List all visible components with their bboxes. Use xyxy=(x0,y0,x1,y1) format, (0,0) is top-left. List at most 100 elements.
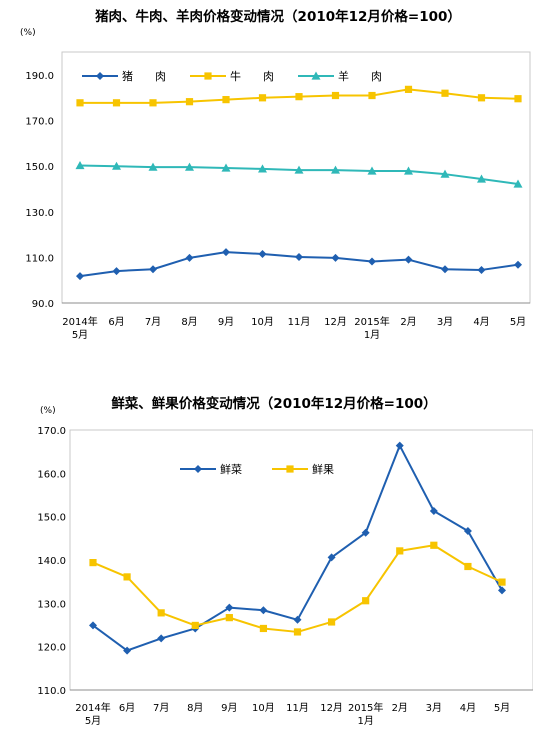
meat-series-2-point xyxy=(441,89,449,97)
produce-x-tick-label: 3月 xyxy=(426,702,442,714)
produce-x-tick-label: 10月 xyxy=(252,702,275,714)
produce-y-tick-label: 150.0 xyxy=(37,513,66,524)
meat-series-1-point xyxy=(76,272,84,281)
produce-legend-marker xyxy=(194,465,202,473)
produce-series-2-point xyxy=(362,597,370,605)
produce-chart-title: 鲜菜、鲜果价格变动情况（2010年12月价格=100） xyxy=(111,395,436,412)
produce-series-1-point xyxy=(157,634,166,643)
meat-series-2-point xyxy=(477,94,486,102)
produce-y-tick-label: 120.0 xyxy=(37,643,66,654)
meat-chart-title: 猪肉、牛肉、羊肉价格变动情况（2010年12月价格=100） xyxy=(95,8,461,25)
meat-x-tick-label: 8月 xyxy=(181,316,197,328)
produce-x-tick-label: 4月 xyxy=(460,702,476,714)
meat-series-2-point xyxy=(112,99,121,107)
produce-series-1-point xyxy=(225,603,234,612)
meat-series-1-point xyxy=(149,265,157,274)
meat-x-tick-label: 2015年 1月 xyxy=(354,315,389,341)
meat-series-3-point xyxy=(221,163,231,172)
produce-series-2-point xyxy=(89,559,97,567)
produce-series-1-point xyxy=(463,526,472,535)
meat-y-tick-label: 190.0 xyxy=(25,71,54,82)
meat-y-tick-label: 130.0 xyxy=(25,208,54,219)
produce-series-2-point xyxy=(225,614,233,622)
produce-series-2-point xyxy=(327,618,336,626)
meat-series-2-point xyxy=(149,99,157,107)
produce-y-tick-label: 160.0 xyxy=(37,469,66,480)
meat-series-2-point xyxy=(295,93,303,101)
produce-series-2-point xyxy=(123,573,131,581)
meat-series-3-point xyxy=(404,166,413,175)
meat-y-tick-label: 90.0 xyxy=(32,299,54,310)
meat-series-3-point xyxy=(185,162,194,171)
meat-y-tick-label: 150.0 xyxy=(25,162,54,173)
produce-series-1-point xyxy=(361,528,370,537)
produce-x-tick-label: 11月 xyxy=(286,702,309,714)
meat-series-3-point xyxy=(331,165,340,174)
meat-series-1-point xyxy=(258,249,267,258)
produce-series-1-point xyxy=(395,441,404,450)
produce-price-chart: 鲜菜、鲜果价格变动情况（2010年12月价格=100） (%) 110.0 120… xyxy=(37,395,533,727)
produce-series-2-point xyxy=(191,621,199,630)
produce-x-tick-label: 7月 xyxy=(153,702,169,714)
meat-series-1-point xyxy=(477,265,486,274)
produce-series-2-point xyxy=(396,547,404,555)
meat-series-3-point xyxy=(440,169,450,178)
meat-series-1-point xyxy=(295,252,303,261)
produce-y-tick-label: 130.0 xyxy=(37,599,66,610)
meat-x-tick-label: 2月 xyxy=(400,316,416,328)
produce-x-tick-label: 2015年 1月 xyxy=(348,701,383,727)
produce-x-tick-label: 9月 xyxy=(221,702,237,714)
produce-x-tick-label: 5月 xyxy=(494,702,510,714)
meat-x-tick-label: 10月 xyxy=(251,316,274,328)
meat-x-tick-label: 5月 xyxy=(510,316,526,328)
meat-series-1-point xyxy=(368,257,376,266)
produce-series-2-point xyxy=(157,609,165,617)
meat-series-3-point xyxy=(258,164,267,173)
meat-series-1-point xyxy=(185,253,194,262)
produce-series-2-point xyxy=(498,578,506,586)
meat-series-2-point xyxy=(185,98,194,106)
meat-chart-unit-label: (%) xyxy=(20,28,36,38)
produce-y-tick-label: 140.0 xyxy=(37,556,66,567)
produce-chart-unit-label: (%) xyxy=(40,406,56,416)
meat-series-2-point xyxy=(76,99,84,107)
produce-series-1-point xyxy=(327,553,336,562)
produce-series-2-point xyxy=(464,562,472,571)
meat-legend-marker xyxy=(311,71,321,80)
meat-series-1-point xyxy=(331,253,340,262)
produce-series-2-point xyxy=(430,541,438,549)
produce-series-1-point xyxy=(89,621,97,630)
meat-legend-label: 羊 肉 xyxy=(338,69,382,83)
meat-price-chart: 猪肉、牛肉、羊肉价格变动情况（2010年12月价格=100） (%) 90.0 1… xyxy=(20,8,531,341)
produce-legend-marker xyxy=(286,465,294,473)
meat-x-tick-label: 4月 xyxy=(473,316,489,328)
meat-y-tick-label: 170.0 xyxy=(25,117,54,128)
meat-x-tick-label: 7月 xyxy=(145,316,161,328)
meat-series-1-point xyxy=(112,267,121,276)
meat-series-3-point xyxy=(112,161,121,170)
produce-series-1-point xyxy=(259,606,268,615)
produce-legend-label: 鲜菜 xyxy=(220,462,242,476)
produce-series-1-point xyxy=(123,646,132,655)
meat-series-3-point xyxy=(367,166,377,175)
meat-x-tick-label: 12月 xyxy=(324,316,347,328)
meat-x-tick-label: 3月 xyxy=(437,316,453,328)
meat-legend-label: 猪 肉 xyxy=(122,70,166,83)
produce-x-tick-label: 8月 xyxy=(187,702,203,714)
meat-series-2-point xyxy=(514,95,522,103)
meat-series-3-point xyxy=(148,162,158,171)
meat-x-tick-label: 9月 xyxy=(218,316,234,328)
produce-legend-label: 鲜果 xyxy=(312,462,334,476)
produce-series-2-point xyxy=(293,628,302,636)
meat-series-2-point xyxy=(368,91,376,100)
produce-x-tick-label: 2月 xyxy=(392,702,408,714)
produce-series-1-point xyxy=(429,507,438,516)
meat-series-3-point xyxy=(477,174,486,183)
meat-x-tick-label: 11月 xyxy=(288,316,311,328)
meat-series-3-point xyxy=(513,179,523,188)
produce-series-2-point xyxy=(259,624,268,633)
meat-series-3-point xyxy=(294,165,304,174)
produce-series-1-point xyxy=(293,615,302,624)
produce-x-tick-label: 6月 xyxy=(119,702,135,714)
meat-legend-marker xyxy=(204,72,212,80)
